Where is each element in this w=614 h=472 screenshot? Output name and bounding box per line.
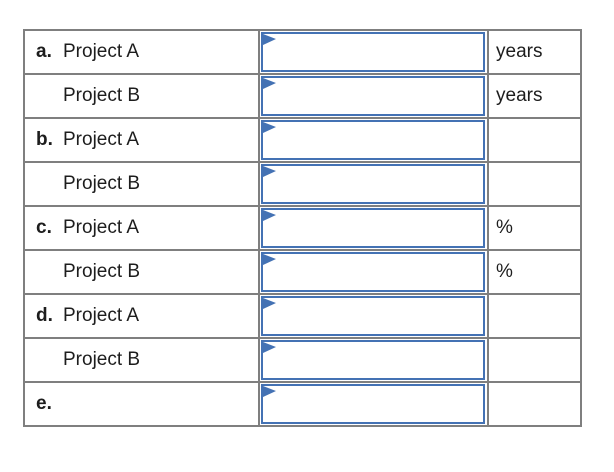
- row-label: Project B: [63, 173, 141, 194]
- row-label-cell: Project B: [23, 161, 260, 207]
- unit-cell: [487, 293, 582, 339]
- answer-input[interactable]: [263, 210, 483, 246]
- row-label: Project B: [63, 85, 141, 106]
- answer-input[interactable]: [263, 34, 483, 70]
- answer-box[interactable]: [261, 208, 485, 248]
- answer-cell: [258, 117, 489, 163]
- answer-input[interactable]: [263, 254, 483, 290]
- answer-box[interactable]: [261, 164, 485, 204]
- table-row: a. Project A years: [23, 29, 582, 75]
- row-prefix: b.: [36, 129, 53, 150]
- table-row: Project B years: [23, 73, 582, 119]
- table-row: c. Project A %: [23, 205, 582, 251]
- unit-label: years: [496, 85, 543, 106]
- row-prefix: a.: [36, 41, 52, 62]
- answer-input[interactable]: [263, 166, 483, 202]
- row-label-cell: c. Project A: [23, 205, 260, 251]
- answer-input[interactable]: [263, 298, 483, 334]
- unit-cell: [487, 161, 582, 207]
- answer-input[interactable]: [263, 386, 483, 422]
- table-row: Project B: [23, 337, 582, 383]
- unit-cell: [487, 117, 582, 163]
- answer-box[interactable]: [261, 252, 485, 292]
- table-row: Project B %: [23, 249, 582, 295]
- answer-input[interactable]: [263, 342, 483, 378]
- answer-box[interactable]: [261, 340, 485, 380]
- answer-table: a. Project A years Project B y: [23, 29, 582, 427]
- row-label-cell: Project B: [23, 337, 260, 383]
- answer-box[interactable]: [261, 296, 485, 336]
- unit-cell: years: [487, 29, 582, 75]
- row-label-cell: b. Project A: [23, 117, 260, 163]
- answer-cell: [258, 29, 489, 75]
- unit-cell: [487, 381, 582, 427]
- row-label-cell: Project B: [23, 73, 260, 119]
- unit-cell: %: [487, 205, 582, 251]
- table-row: b. Project A: [23, 117, 582, 163]
- answer-cell: [258, 161, 489, 207]
- row-label-cell: a. Project A: [23, 29, 260, 75]
- row-prefix: e.: [36, 393, 52, 414]
- row-prefix: d.: [36, 305, 53, 326]
- answer-cell: [258, 381, 489, 427]
- answer-input[interactable]: [263, 78, 483, 114]
- answer-box[interactable]: [261, 384, 485, 424]
- unit-cell: %: [487, 249, 582, 295]
- row-prefix: c.: [36, 217, 52, 238]
- answer-input[interactable]: [263, 122, 483, 158]
- answer-cell: [258, 73, 489, 119]
- answer-cell: [258, 249, 489, 295]
- row-label: Project A: [63, 305, 140, 326]
- table-row: e.: [23, 381, 582, 427]
- row-label: Project A: [63, 41, 140, 62]
- answer-box[interactable]: [261, 76, 485, 116]
- row-label: Project B: [63, 261, 141, 282]
- answer-cell: [258, 293, 489, 339]
- answer-cell: [258, 337, 489, 383]
- unit-label: %: [496, 261, 513, 282]
- answer-cell: [258, 205, 489, 251]
- table-row: d. Project A: [23, 293, 582, 339]
- unit-label: years: [496, 41, 543, 62]
- unit-cell: [487, 337, 582, 383]
- row-label-cell: e.: [23, 381, 260, 427]
- row-label: Project B: [63, 349, 141, 370]
- row-label-cell: d. Project A: [23, 293, 260, 339]
- answer-box[interactable]: [261, 120, 485, 160]
- table-row: Project B: [23, 161, 582, 207]
- answer-box[interactable]: [261, 32, 485, 72]
- row-label: Project A: [63, 129, 140, 150]
- row-label-cell: Project B: [23, 249, 260, 295]
- row-label: Project A: [63, 217, 140, 238]
- unit-cell: years: [487, 73, 582, 119]
- unit-label: %: [496, 217, 513, 238]
